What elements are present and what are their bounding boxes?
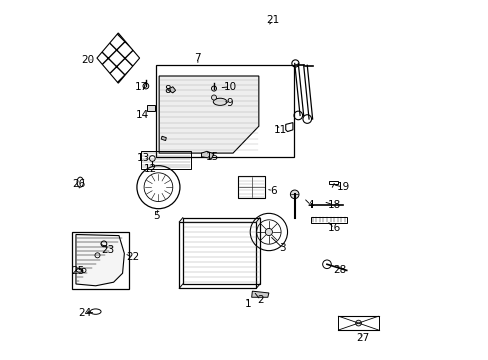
Text: 8: 8 <box>164 85 170 95</box>
Text: 22: 22 <box>126 252 139 262</box>
Text: 19: 19 <box>336 182 349 192</box>
Circle shape <box>265 228 272 235</box>
Bar <box>155 65 293 157</box>
Polygon shape <box>167 87 175 93</box>
Text: 4: 4 <box>307 200 313 210</box>
Text: 18: 18 <box>327 200 340 210</box>
Text: 26: 26 <box>72 179 85 189</box>
Bar <box>147 105 155 111</box>
Text: 27: 27 <box>355 333 369 343</box>
Bar <box>140 151 190 169</box>
Polygon shape <box>159 76 258 153</box>
Polygon shape <box>201 151 214 158</box>
Text: 13: 13 <box>137 153 150 163</box>
Bar <box>179 222 256 288</box>
Text: 2: 2 <box>257 295 264 305</box>
Text: 10: 10 <box>223 82 236 92</box>
Text: 25: 25 <box>71 266 84 276</box>
Text: 3: 3 <box>279 243 285 253</box>
Text: 7: 7 <box>194 53 201 63</box>
Bar <box>310 217 346 223</box>
Text: 20: 20 <box>81 55 95 65</box>
Text: 28: 28 <box>332 265 346 275</box>
Text: 24: 24 <box>78 308 91 318</box>
Polygon shape <box>76 234 124 286</box>
Text: 17: 17 <box>135 82 148 92</box>
Text: 16: 16 <box>327 224 340 233</box>
Text: 1: 1 <box>244 299 251 309</box>
Bar <box>72 232 129 289</box>
Circle shape <box>355 320 361 326</box>
Circle shape <box>211 95 216 100</box>
Text: 23: 23 <box>102 245 115 255</box>
Text: 12: 12 <box>143 164 157 174</box>
Bar <box>337 316 378 330</box>
Text: 21: 21 <box>266 15 279 26</box>
Text: 11: 11 <box>273 125 286 135</box>
Ellipse shape <box>213 98 226 105</box>
Text: 5: 5 <box>153 211 160 221</box>
Polygon shape <box>161 136 166 140</box>
Text: 14: 14 <box>135 111 149 121</box>
Text: 15: 15 <box>205 152 219 162</box>
Bar <box>183 218 260 284</box>
Circle shape <box>290 190 298 199</box>
Text: 9: 9 <box>226 98 233 108</box>
Polygon shape <box>251 291 268 297</box>
Bar <box>238 176 264 198</box>
Text: 6: 6 <box>269 186 276 196</box>
